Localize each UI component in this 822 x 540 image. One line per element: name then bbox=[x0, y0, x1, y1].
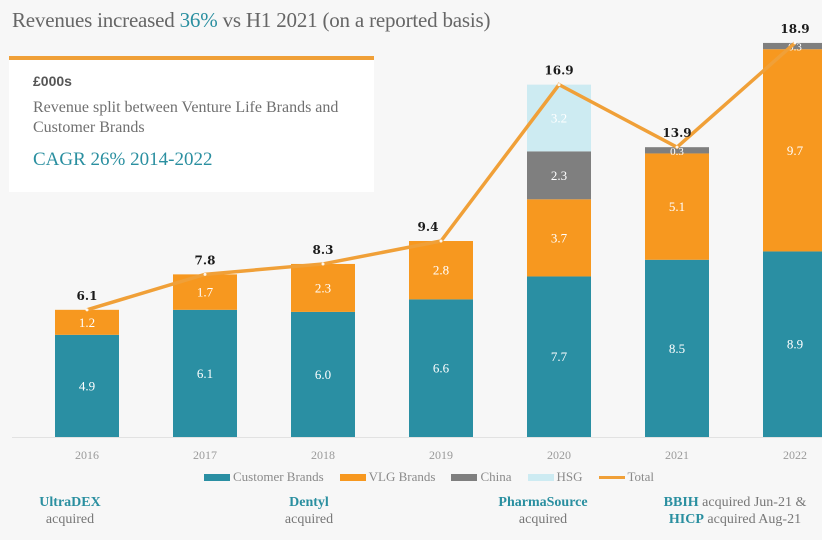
cagr-label: CAGR 26% 2014-2022 bbox=[33, 149, 213, 170]
legend-item-customer-brands: Customer Brands bbox=[204, 469, 324, 485]
total-point bbox=[203, 272, 207, 276]
bar-segment-customer-brands bbox=[291, 311, 355, 437]
legend-label: HSG bbox=[556, 469, 583, 484]
bar-value-label: 8.5 bbox=[669, 341, 685, 356]
legend-swatch-customer-brands bbox=[204, 473, 230, 481]
total-value-label: 8.3 bbox=[313, 243, 334, 257]
bar-segment-china bbox=[645, 147, 709, 154]
acquisition-text: acquired bbox=[284, 512, 334, 527]
bar-segment-vlg-brands bbox=[527, 199, 591, 277]
legend-item-hsg: HSG bbox=[527, 469, 583, 485]
bar-value-label: 1.2 bbox=[79, 315, 95, 330]
acquisition-note-pharmasource: PharmaSource acquired bbox=[483, 494, 603, 528]
total-point bbox=[321, 262, 325, 266]
bar-value-label: 2.8 bbox=[433, 263, 449, 278]
x-tick-label: 2021 bbox=[665, 448, 689, 462]
x-tick-label: 2016 bbox=[75, 448, 99, 462]
acquisition-note-dentyl: Dentyl acquired bbox=[259, 494, 359, 528]
headline: Revenues increased 36% vs H1 2021 (on a … bbox=[12, 8, 490, 33]
acquisition-note-ultradex: UltraDEX acquired bbox=[20, 494, 120, 528]
revenue-chart: 4.9 1.2 2016 6.1 1.7 2017 6.0 2.3 2018 6.6 2.8 2019… bbox=[12, 22, 822, 462]
total-point bbox=[439, 239, 443, 243]
legend-swatch-vlg-brands bbox=[339, 473, 366, 481]
bar-value-label: 3.7 bbox=[551, 230, 568, 245]
bar-value-label: 6.0 bbox=[315, 367, 331, 382]
bar-segment-customer-brands bbox=[409, 299, 473, 437]
legend-label: Customer Brands bbox=[233, 469, 324, 484]
x-tick-label: 2022 bbox=[783, 448, 807, 462]
bar-value-label: 0.3 bbox=[670, 146, 684, 158]
bar-segment-vlg-brands bbox=[409, 241, 473, 300]
x-tick-label: 2020 bbox=[547, 448, 571, 462]
unit-label: £000s bbox=[33, 73, 72, 89]
total-point bbox=[675, 145, 679, 149]
acquisition-name: BBIH bbox=[663, 495, 699, 510]
acquisition-name: HICP bbox=[668, 512, 704, 527]
bar-segment-vlg-brands bbox=[55, 309, 119, 335]
legend-swatch-hsg bbox=[527, 473, 554, 481]
legend-label: VLG Brands bbox=[368, 469, 436, 484]
info-box: £000s Revenue split between Venture Life… bbox=[9, 56, 374, 192]
bar-segment-vlg-brands bbox=[763, 49, 822, 252]
bar-segment-customer-brands bbox=[527, 276, 591, 437]
x-tick-label: 2018 bbox=[311, 448, 335, 462]
legend-label: Total bbox=[627, 469, 655, 484]
bar-segment-customer-brands bbox=[645, 259, 709, 437]
total-point bbox=[793, 41, 797, 45]
bar-segment-customer-brands bbox=[763, 251, 822, 437]
total-point bbox=[85, 308, 89, 312]
chart-subtitle: Revenue split between Venture Life Brand… bbox=[33, 99, 339, 136]
bar-value-label: 5.1 bbox=[669, 199, 685, 214]
x-tick-label: 2019 bbox=[429, 448, 453, 462]
bar-value-label: 9.7 bbox=[787, 143, 804, 158]
acquisition-text: acquired bbox=[45, 512, 95, 527]
acquisition-text: acquired bbox=[518, 512, 568, 527]
bar-value-label: 7.7 bbox=[551, 349, 568, 364]
total-point bbox=[557, 83, 561, 87]
bar-value-label: 2.3 bbox=[551, 168, 567, 183]
bar-value-label: 4.9 bbox=[79, 378, 95, 393]
headline-suffix: vs H1 2021 (on a reported basis) bbox=[217, 8, 491, 32]
bar-value-label: 1.7 bbox=[197, 285, 214, 300]
legend-swatch-total bbox=[598, 475, 625, 479]
acquisition-name: UltraDEX bbox=[39, 495, 101, 510]
bar-segment-vlg-brands bbox=[645, 153, 709, 260]
total-value-label: 13.9 bbox=[662, 126, 691, 140]
total-value-label: 18.9 bbox=[780, 22, 809, 36]
x-tick-label: 2017 bbox=[193, 448, 217, 462]
total-value-label: 6.1 bbox=[77, 289, 98, 303]
total-value-label: 9.4 bbox=[418, 220, 439, 234]
bar-value-label: 6.6 bbox=[433, 361, 450, 376]
headline-prefix: Revenues increased bbox=[12, 8, 180, 32]
legend-item-vlg-brands: VLG Brands bbox=[339, 469, 436, 485]
bar-value-label: 3.2 bbox=[551, 110, 567, 125]
legend-item-china: China bbox=[451, 469, 512, 485]
bar-value-label: 8.9 bbox=[787, 337, 803, 352]
bar-segment-customer-brands bbox=[55, 334, 119, 437]
bar-segment-customer-brands bbox=[173, 309, 237, 437]
bar-value-label: 2.3 bbox=[315, 280, 331, 295]
headline-highlight: 36% bbox=[179, 8, 218, 32]
bar-segment-vlg-brands bbox=[291, 263, 355, 312]
acquisition-text: acquired Jun-21 & bbox=[698, 495, 807, 510]
acquisition-text: acquired Aug-21 bbox=[703, 512, 802, 527]
acquisition-name: Dentyl bbox=[289, 495, 329, 510]
acquisition-note-bbih-hicp: BBIH acquired Jun-21 & HICP acquired Aug… bbox=[650, 494, 820, 528]
bar-value-label: 6.1 bbox=[197, 366, 213, 381]
acquisition-name: PharmaSource bbox=[498, 495, 588, 510]
total-value-label: 16.9 bbox=[544, 64, 573, 78]
total-value-label: 7.8 bbox=[195, 253, 216, 267]
legend-item-total: Total bbox=[598, 469, 655, 485]
chart-legend: Customer Brands VLG Brands China HSG Tot… bbox=[204, 469, 670, 485]
legend-swatch-china bbox=[451, 473, 478, 481]
legend-label: China bbox=[480, 469, 512, 484]
bar-segment-china bbox=[527, 151, 591, 200]
